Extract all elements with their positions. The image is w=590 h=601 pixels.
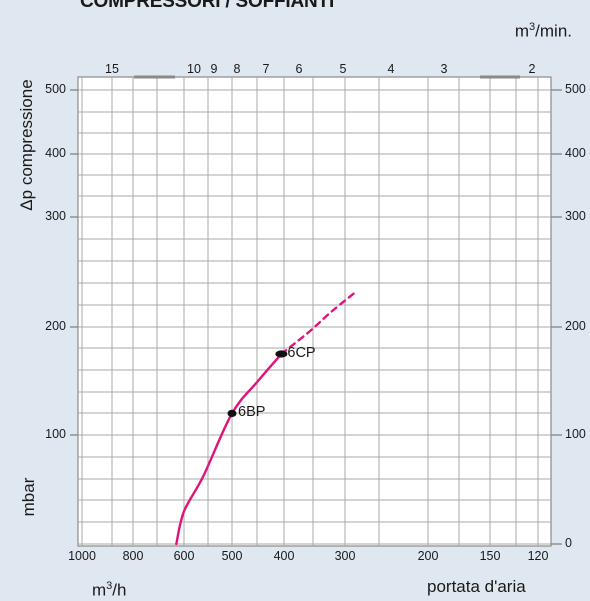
grid-lines xyxy=(78,77,551,546)
x-unit-bottom: m3/h xyxy=(92,580,126,601)
y-tick-label-right: 400 xyxy=(565,146,586,160)
y-axis-unit: mbar xyxy=(19,477,38,517)
chart-title: COMPRESSORI / SOFFIANTI xyxy=(80,0,335,12)
x-unit-top-suffix: /min. xyxy=(535,21,572,41)
x-axis-label: portata d'aria xyxy=(427,577,526,596)
x-tick-label-bottom: 400 xyxy=(273,549,295,563)
x-tick-label-top: 4 xyxy=(387,62,395,76)
x-tick-label-bottom: 200 xyxy=(417,549,439,563)
x-tick-label-bottom: 120 xyxy=(527,549,549,563)
axis-tick-marks xyxy=(70,75,562,545)
x-tick-label-bottom: 500 xyxy=(221,549,243,563)
x-tick-label-top: 2 xyxy=(528,62,536,76)
y-tick-label-left: 200 xyxy=(45,319,66,333)
x-unit-top-base: m xyxy=(514,21,530,41)
y-tick-label-left: 400 xyxy=(45,146,66,160)
series-layer xyxy=(175,289,359,546)
x-tick-label-top: 3 xyxy=(440,62,448,76)
x-tick-label-bottom: 1000 xyxy=(68,549,96,563)
marker-point-6cp xyxy=(275,350,288,358)
x-tick-label-top: 9 xyxy=(210,62,218,76)
marker-point-6bp xyxy=(227,409,237,417)
x-tick-label-bottom: 150 xyxy=(479,549,501,563)
y-tick-label-right: 300 xyxy=(565,209,586,223)
x-tick-label-top: 10 xyxy=(187,62,201,76)
y-tick-label-right: 200 xyxy=(565,319,586,333)
y-tick-label-right: 100 xyxy=(565,427,586,441)
x-unit-top: m3/min. xyxy=(515,21,572,42)
marker-label-6cp: 6CP xyxy=(287,345,316,361)
x-unit-bottom-suffix: /h xyxy=(112,580,127,600)
x-unit-top-exp: 3 xyxy=(529,21,536,33)
series-curve-solid xyxy=(175,352,283,546)
x-tick-label-top: 7 xyxy=(262,62,270,76)
x-tick-label-top: 6 xyxy=(295,62,303,76)
y-axis-label: Δp compressione xyxy=(17,79,36,211)
x-unit-bottom-exp: 3 xyxy=(106,580,113,592)
x-tick-label-top: 5 xyxy=(339,62,347,76)
y-tick-label-left: 300 xyxy=(45,209,66,223)
x-tick-label-bottom: 300 xyxy=(334,549,356,563)
y-tick-label-left: 100 xyxy=(45,427,66,441)
marker-label-6bp: 6BP xyxy=(238,404,266,421)
x-tick-label-bottom: 800 xyxy=(122,549,144,563)
x-unit-bottom-base: m xyxy=(92,580,107,600)
y-tick-label-right: 0 xyxy=(565,536,572,550)
x-tick-label-bottom: 600 xyxy=(173,549,195,563)
y-tick-label-right: 500 xyxy=(565,82,586,96)
y-tick-label-left: 500 xyxy=(45,82,66,96)
plot-area xyxy=(77,76,552,547)
x-tick-label-top: 15 xyxy=(105,62,119,76)
series-curve-dashed xyxy=(280,289,359,356)
marker-layer xyxy=(227,350,288,417)
x-tick-label-top: 8 xyxy=(233,62,241,76)
